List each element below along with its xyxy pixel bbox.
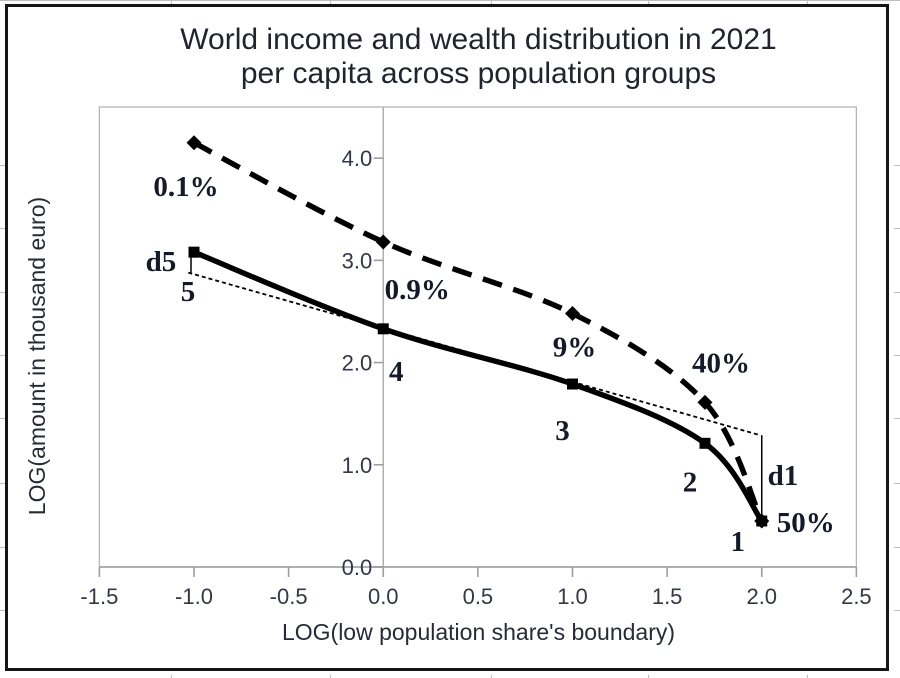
point-label: 40% (692, 347, 750, 379)
point-label: 50% (777, 507, 835, 539)
sheet-gridline-stub (894, 483, 900, 484)
x-tick-label: -1.0 (175, 584, 213, 609)
y-tick-label: 0.0 (342, 555, 373, 580)
sheet-gridline-stub (894, 165, 900, 166)
sheet-gridline-stub (0, 0, 900, 1)
sheet-gridline-stub (894, 228, 900, 229)
chart-frame[interactable] (5, 4, 889, 671)
sheet-gridline-stub (648, 675, 649, 678)
x-tick-label: 0.0 (368, 584, 399, 609)
income-per-capita-solid-curve (192, 249, 764, 523)
sheet-gridline-stub (0, 483, 5, 484)
sheet-gridline-stub (894, 292, 900, 293)
diamond-marker (186, 135, 202, 151)
x-tick-label: 1.5 (652, 584, 683, 609)
chart-title: World income and wealth distribution in … (100, 23, 857, 91)
point-label: 0.1% (153, 171, 218, 203)
diamond-marker (375, 234, 391, 250)
diamond-marker (565, 305, 580, 321)
square-marker (188, 246, 200, 258)
sheet-gridline-stub (0, 355, 5, 356)
point-label: 0.9% (385, 274, 450, 306)
sheet-gridline-stub (0, 292, 5, 293)
sheet-gridline-stub (171, 675, 172, 678)
y-tick-label: 3.0 (342, 248, 373, 273)
y-tick-label: 2.0 (342, 351, 373, 376)
sheet-gridline-stub (0, 165, 5, 166)
sheet-gridline-stub (894, 610, 900, 611)
sheet-gridline-stub (894, 418, 900, 419)
wealth-per-capita-dashed-curve (192, 140, 765, 523)
chart-title-line2: per capita across population groups (240, 57, 717, 90)
chart-title-line1: World income and wealth distribution in … (180, 23, 777, 56)
sheet-gridline-stub (807, 675, 808, 678)
x-tick-label: 1.0 (557, 584, 588, 609)
sheet-gridline-stub (491, 675, 492, 678)
x-tick-label: 2.5 (841, 584, 872, 609)
sheet-gridline-stub (894, 355, 900, 356)
point-label: 2 (683, 466, 698, 498)
x-tick-label: 0.5 (463, 584, 494, 609)
sheet-gridline-stub (894, 547, 900, 548)
sheet-gridline-stub (0, 228, 5, 229)
sheet-gridline-stub (0, 418, 5, 419)
y-tick-label: 4.0 (342, 146, 373, 171)
y-tick-label: 1.0 (342, 453, 373, 478)
x-tick-label: 2.0 (746, 584, 777, 609)
d1-label: d1 (768, 460, 799, 492)
y-axis-title: LOG(amount in thousand euro) (24, 196, 50, 516)
x-axis-title: LOG(low population share's boundary) (281, 619, 676, 645)
square-marker (377, 323, 389, 335)
x-tick-label: -0.5 (270, 584, 308, 609)
sheet-gridline-stub (807, 0, 808, 7)
square-marker (756, 515, 768, 527)
d5-label: d5 (146, 246, 177, 278)
x-tick-label: -1.5 (80, 584, 118, 609)
point-label: 3 (555, 415, 570, 447)
point-label: 1 (731, 526, 746, 558)
diamond-marker (697, 394, 713, 410)
sheet-gridline-stub (171, 0, 172, 7)
sheet-gridline-stub (648, 0, 649, 7)
sheet-gridline-stub (330, 675, 331, 678)
sheet-gridline-stub (0, 547, 5, 548)
sheet-gridline-stub (0, 610, 5, 611)
square-marker (567, 378, 578, 390)
square-marker (699, 437, 711, 449)
point-label: 5 (181, 276, 196, 308)
point-label: 9% (553, 331, 597, 363)
sheet-gridline-stub (330, 0, 331, 7)
sheet-gridline-stub (491, 0, 492, 7)
point-label: 4 (389, 356, 404, 388)
